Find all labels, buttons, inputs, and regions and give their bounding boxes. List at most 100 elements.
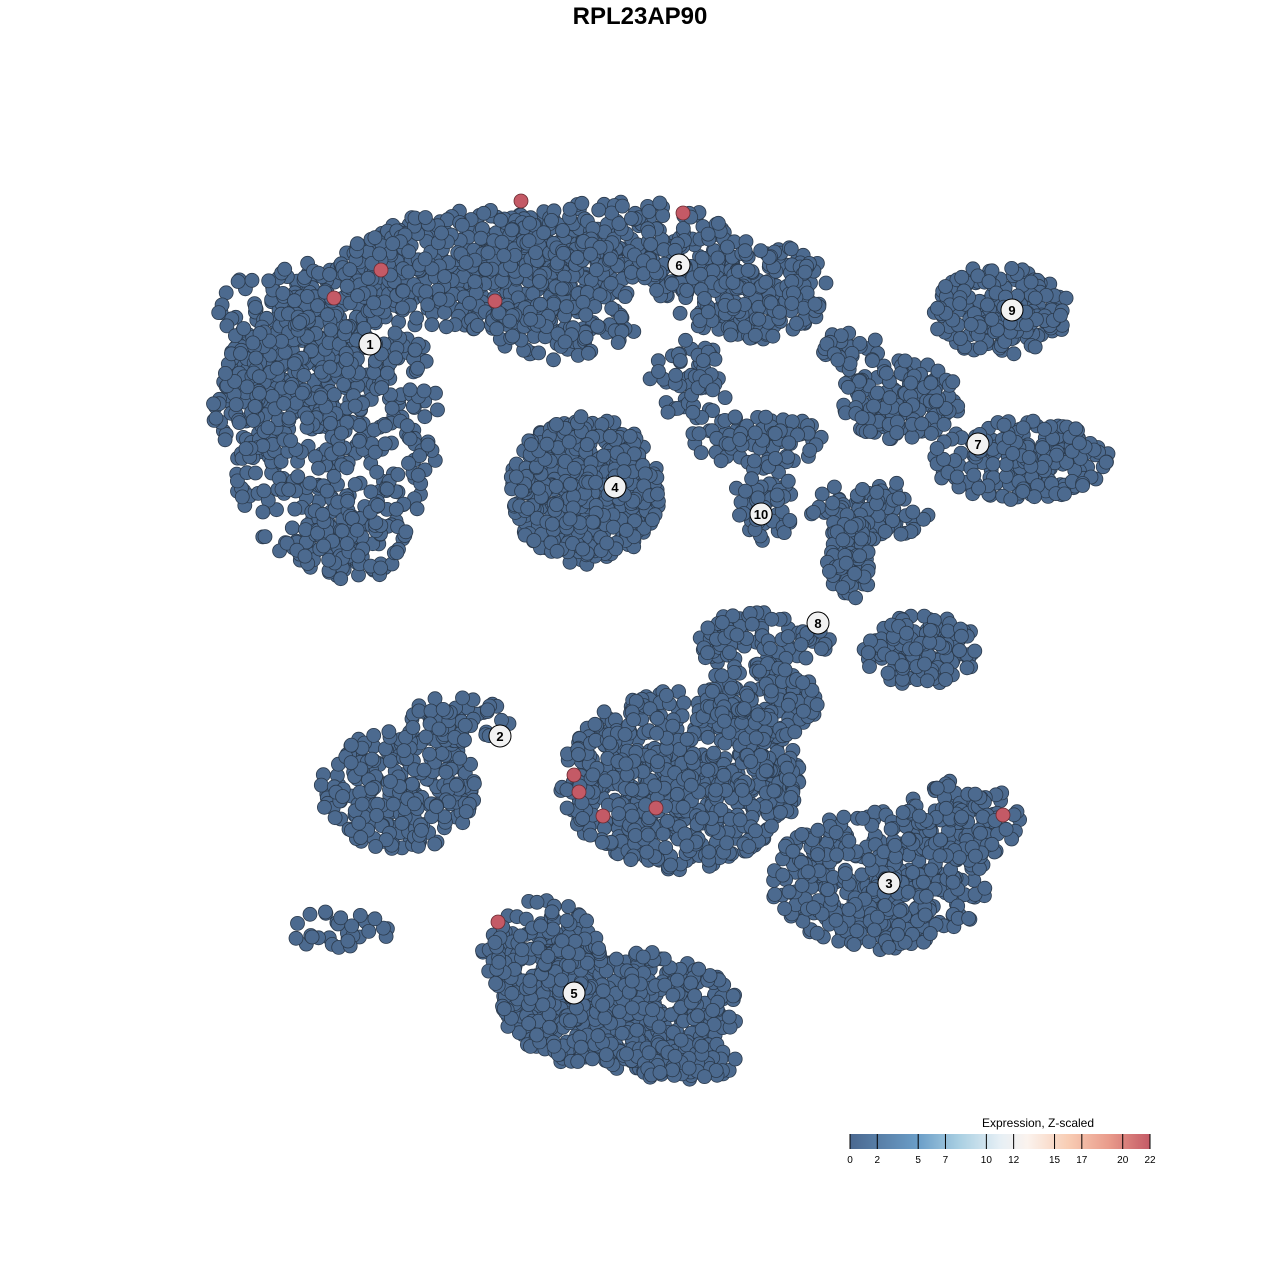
data-point	[316, 799, 332, 815]
data-point	[705, 683, 720, 699]
data-point	[458, 804, 474, 819]
data-point	[798, 650, 814, 666]
data-point	[645, 512, 660, 528]
data-point	[732, 812, 748, 828]
data-point	[920, 673, 935, 689]
data-point	[603, 275, 619, 291]
data-point	[326, 468, 342, 484]
data-point	[277, 261, 293, 277]
data-point	[908, 641, 924, 657]
data-point	[275, 285, 291, 301]
data-point	[822, 563, 837, 579]
data-point	[898, 402, 913, 417]
data-point	[647, 778, 663, 794]
data-point	[784, 295, 800, 311]
data-point	[353, 830, 369, 845]
data-point	[590, 318, 605, 334]
data-point	[1004, 260, 1020, 276]
data-point	[296, 368, 312, 383]
data-point	[996, 417, 1012, 433]
data-point	[255, 504, 271, 520]
data-point	[678, 332, 693, 348]
data-point	[700, 304, 716, 320]
data-point	[747, 453, 762, 469]
data-point	[402, 431, 418, 447]
data-point	[952, 296, 968, 312]
data-point	[327, 810, 343, 826]
data-point	[726, 665, 742, 680]
data-point	[1037, 421, 1052, 437]
data-point	[473, 230, 489, 246]
data-point	[685, 404, 701, 420]
data-point	[781, 435, 797, 451]
data-point	[588, 474, 603, 490]
data-point	[675, 799, 691, 815]
data-point	[603, 251, 618, 267]
data-point	[441, 794, 457, 810]
data-point	[764, 818, 779, 834]
data-point	[891, 490, 907, 506]
data-point	[903, 375, 919, 391]
data-point	[835, 532, 851, 548]
data-point	[457, 718, 473, 733]
data-point	[430, 402, 445, 418]
data-point	[548, 478, 564, 494]
data-point	[523, 311, 539, 327]
data-point	[783, 241, 799, 257]
data-point	[412, 448, 428, 464]
data-point	[418, 729, 434, 745]
data-point	[388, 350, 404, 366]
data-point	[338, 319, 354, 335]
data-point	[343, 737, 359, 753]
data-point	[623, 852, 639, 868]
data-point	[352, 418, 368, 433]
data-point	[366, 295, 382, 311]
data-point	[247, 399, 263, 414]
data-point	[917, 656, 932, 672]
data-point	[930, 321, 945, 337]
data-point	[455, 690, 470, 706]
data-point	[536, 225, 552, 241]
data-point	[879, 365, 894, 381]
data-point	[783, 790, 799, 805]
data-point	[454, 217, 470, 233]
data-point	[315, 506, 331, 522]
data-point	[563, 476, 578, 492]
data-point	[546, 352, 561, 368]
data-point	[658, 840, 674, 855]
data-point	[748, 730, 764, 746]
data-point	[706, 745, 722, 761]
data-point	[320, 307, 336, 323]
data-point	[350, 548, 366, 564]
data-point	[458, 255, 474, 271]
data-point	[1021, 450, 1037, 465]
data-point	[402, 382, 418, 398]
data-point	[655, 826, 671, 842]
data-point	[556, 245, 571, 261]
data-point	[747, 327, 763, 343]
data-point	[369, 808, 385, 823]
data-point	[333, 571, 349, 587]
data-point	[334, 425, 349, 441]
data-point	[394, 300, 410, 316]
data-point	[420, 297, 436, 313]
data-point	[549, 416, 564, 432]
data-point	[294, 385, 310, 401]
data-point	[480, 245, 496, 261]
data-point	[377, 418, 393, 434]
data-point	[639, 844, 655, 860]
data-point	[768, 451, 783, 466]
data-point	[650, 710, 665, 726]
data-point	[741, 839, 757, 854]
data-point	[914, 416, 930, 432]
data-point	[366, 728, 382, 743]
data-point	[847, 566, 863, 581]
data-point	[814, 641, 829, 657]
data-point	[373, 560, 389, 576]
data-point	[256, 483, 272, 499]
data-point	[1035, 440, 1050, 456]
data-point	[388, 501, 404, 517]
data-point	[476, 205, 492, 221]
data-point	[409, 501, 425, 517]
